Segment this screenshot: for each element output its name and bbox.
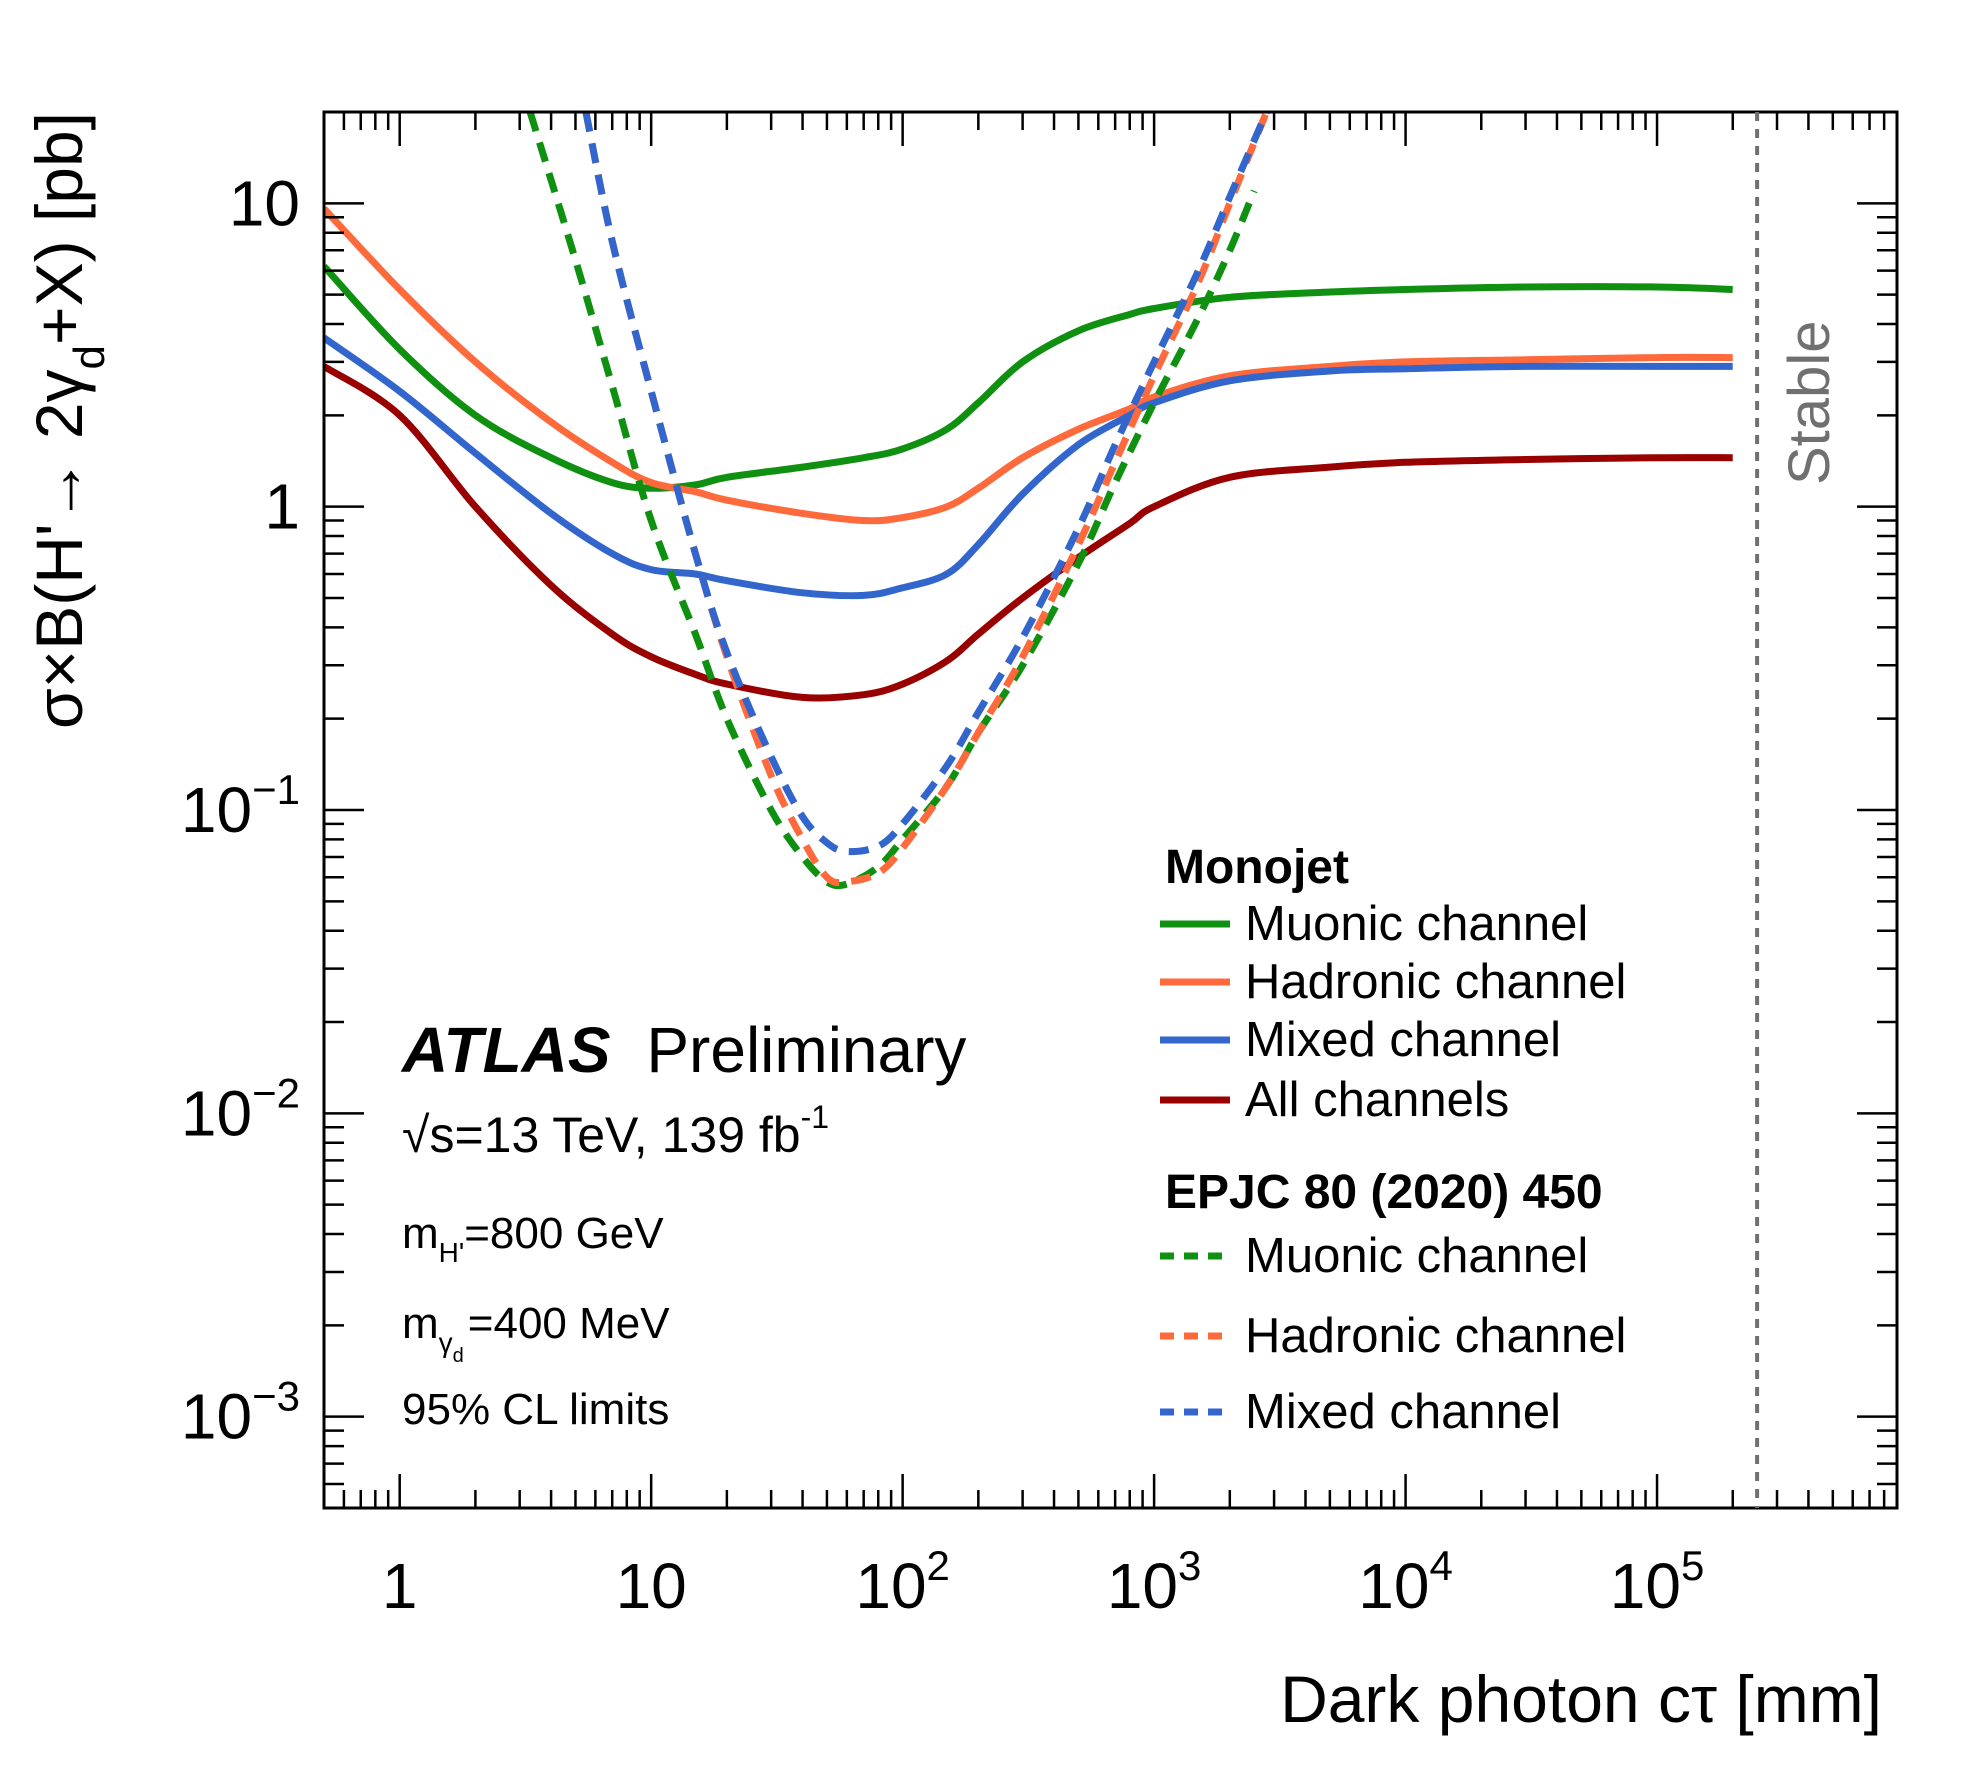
cl-label: 95% CL limits bbox=[402, 1385, 669, 1434]
legend-label: Muonic channel bbox=[1245, 897, 1588, 951]
svg-text:ATLAS Preliminary: ATLAS Preliminary bbox=[400, 1014, 966, 1086]
monojet-hadronic-channel-curve bbox=[324, 206, 1733, 525]
legend-group-title: EPJC 80 (2020) 450 bbox=[1165, 1166, 1603, 1219]
x-tick-label: 1 bbox=[382, 1550, 418, 1622]
legend-label: Hadronic channel bbox=[1245, 1309, 1626, 1363]
legend-label: Mixed channel bbox=[1245, 1385, 1561, 1439]
atlas-status: Preliminary bbox=[646, 1014, 966, 1086]
tick-labels: 1 10 102 103 104 105 10−3 10−2 10−1 1 10 bbox=[181, 167, 1704, 1622]
x-tick-label: 104 bbox=[1358, 1542, 1453, 1622]
y-tick-label: 1 bbox=[264, 471, 300, 543]
atlas-name: ATLAS bbox=[400, 1014, 611, 1086]
stable-label: Stable bbox=[1777, 321, 1842, 485]
legend-group-title: Monojet bbox=[1165, 841, 1349, 894]
legend-label: Mixed channel bbox=[1245, 1013, 1561, 1067]
atlas-label: ATLAS Preliminary √s=13 TeV, 139 fb-1 mH… bbox=[400, 1014, 966, 1434]
epjc-mixed-channel-curve bbox=[582, 112, 1270, 856]
monojet-muonic-channel-curve bbox=[324, 263, 1733, 492]
x-tick-label: 105 bbox=[1610, 1542, 1705, 1622]
legend-label: Hadronic channel bbox=[1245, 955, 1626, 1009]
x-tick-label: 102 bbox=[855, 1542, 950, 1622]
plot-frame bbox=[322, 110, 1899, 1510]
x-tick-label: 10 bbox=[616, 1550, 687, 1622]
legend-label: All channels bbox=[1245, 1073, 1509, 1127]
y-tick-label: 10−1 bbox=[181, 766, 300, 846]
y-tick-label: 10−2 bbox=[181, 1069, 300, 1149]
y-tick-label: 10 bbox=[229, 167, 300, 239]
y-axis-title: σ×B(H'→ 2γd+X) [pb] bbox=[22, 112, 114, 729]
curves-layer bbox=[324, 112, 1733, 890]
dark-photon-mass-label: mγd=400 MeV bbox=[402, 1299, 670, 1367]
y-tick-label: 10−3 bbox=[181, 1373, 300, 1453]
epjc-muonic-channel-curve bbox=[526, 112, 1258, 890]
higgs-mass-label: mH'=800 GeV bbox=[402, 1209, 664, 1268]
legend-label: Muonic channel bbox=[1245, 1229, 1588, 1283]
monojet-all-channels-curve bbox=[324, 363, 1733, 702]
monojet-mixed-channel-curve bbox=[324, 335, 1733, 600]
x-tick-label: 103 bbox=[1107, 1542, 1202, 1622]
x-axis-title: Dark photon cτ [mm] bbox=[1280, 1662, 1882, 1736]
energy-lumi-label: √s=13 TeV, 139 fb-1 bbox=[402, 1099, 829, 1163]
epjc-hadronic-channel-curve bbox=[582, 112, 1270, 887]
stable-marker: Stable bbox=[1755, 112, 1842, 1508]
